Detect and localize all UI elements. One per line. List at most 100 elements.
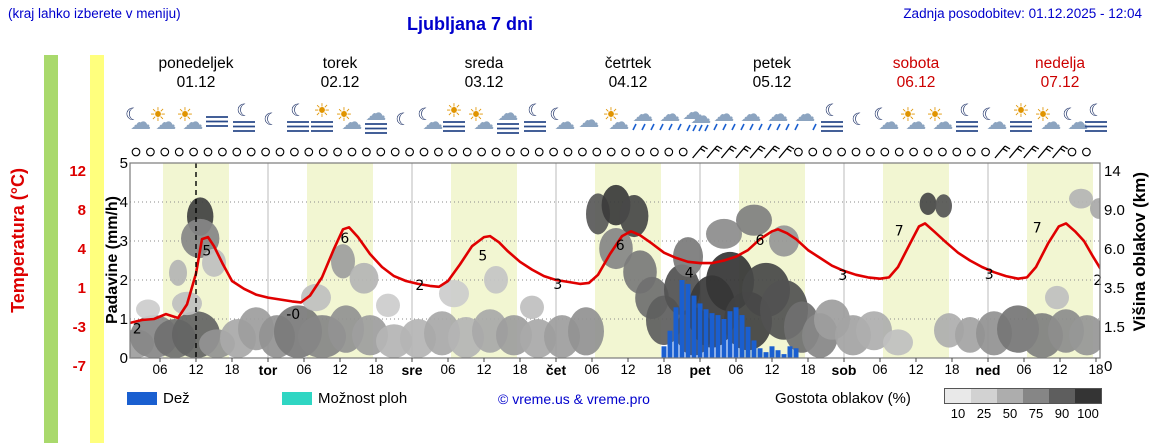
density-segment [971,389,997,403]
density-segment [1023,389,1049,403]
svg-text:3: 3 [985,267,994,283]
x-axis-hour-label: 12 [188,362,204,377]
cloud-height-tick: 3.5 [1104,280,1125,297]
svg-text:☾: ☾ [290,101,305,121]
x-axis-hour-label: 12 [1052,362,1068,377]
svg-text:7: 7 [1033,220,1042,236]
day-name: nedelja [1035,55,1085,72]
svg-text:☁: ☁ [156,110,177,134]
density-tick: 50 [1002,406,1018,421]
location-menu-hint: (kraj lahko izberete v meniju) [8,6,181,21]
density-segment [1049,389,1075,403]
wind-symbols-row [131,145,1091,159]
cloud-height-tick: 6.0 [1104,241,1125,258]
svg-text:☁: ☁ [498,101,519,125]
svg-text:☁: ☁ [342,110,363,134]
svg-text:4: 4 [685,266,694,282]
svg-text:☾: ☾ [873,105,888,125]
svg-text:6: 6 [340,231,349,247]
cloud-layers [130,184,1100,358]
svg-text:☾: ☾ [417,105,432,125]
x-axis-hour-label: 06 [152,362,168,377]
precip-tick: 4 [119,194,128,211]
x-axis-hour-label: 12 [764,362,780,377]
day-date: 03.12 [464,74,504,91]
svg-text:☁: ☁ [366,101,387,125]
day-name: ponedeljek [158,55,234,72]
svg-text:☁: ☁ [683,100,704,124]
temperature-curve [130,222,1100,325]
svg-text:☾: ☾ [824,101,839,121]
x-axis-hour-label: 18 [224,362,240,377]
svg-text:☀: ☀ [149,104,166,126]
svg-text:☾: ☾ [959,101,974,121]
precip-tick: 5 [119,155,128,172]
svg-text:☾: ☾ [1088,101,1103,121]
x-axis-hour-label: 06 [440,362,456,377]
x-axis-hour-label: 18 [368,362,384,377]
copyright-link[interactable]: © vreme.us & vreme.pro [498,391,650,407]
svg-text:☾: ☾ [263,110,278,130]
temperature-labels: 2 5 -0 6 2 5 3 6 4 6 3 7 3 7 2 [133,220,1103,337]
x-axis-hour-label: 18 [944,362,960,377]
x-axis-day-label: pet [689,362,711,378]
svg-text:☁: ☁ [660,102,681,126]
svg-text:☁: ☁ [423,110,444,134]
svg-text:7: 7 [895,223,904,239]
showers-legend-swatch [282,392,312,405]
cloud-height-tick: 14 [1104,163,1121,180]
precip-tick: 3 [119,233,128,250]
density-segment [1075,389,1101,403]
x-axis-day-label: čet [545,362,567,378]
density-tick: 90 [1054,406,1070,421]
x-axis-hour-label: 18 [656,362,672,377]
density-tick: 10 [950,406,966,421]
svg-text:2: 2 [1093,273,1102,289]
cloud-height-tick: 0 [1104,358,1113,375]
svg-text:☀: ☀ [602,104,619,126]
day-date: 06.12 [896,74,936,91]
temp-tick: 8 [77,202,86,219]
svg-text:☾: ☾ [236,101,251,121]
svg-text:☁: ☁ [714,102,735,126]
svg-text:3: 3 [553,277,562,293]
precipitation-bars [661,280,799,358]
x-axis-hour-label: 12 [620,362,636,377]
svg-text:☁: ☁ [474,110,495,134]
plot-frame [129,162,1101,362]
day-name: torek [322,55,358,72]
svg-text:☁: ☁ [1068,110,1089,134]
x-axis-hour-label: 12 [908,362,924,377]
cloud-density-legend-label: Gostota oblakov (%) [775,390,911,407]
svg-text:-0: -0 [286,307,300,323]
x-axis-day-label: sob [831,362,857,378]
svg-text:☁: ☁ [795,102,816,126]
density-segment [945,389,971,403]
x-axis-day-label: sre [401,362,423,378]
svg-text:5: 5 [478,249,487,265]
svg-text:☁: ☁ [768,102,789,126]
x-axis-hour-label: 18 [800,362,816,377]
day-date: 07.12 [1040,74,1080,91]
x-axis-day-label: ned [975,362,1001,378]
density-tick: 25 [976,406,992,421]
cloud-height-tick: 1.5 [1104,319,1125,336]
svg-text:☾: ☾ [851,110,866,130]
svg-text:☁: ☁ [579,108,600,132]
svg-text:☾: ☾ [125,105,140,125]
svg-text:☀: ☀ [1034,104,1051,126]
svg-text:☾: ☾ [549,105,564,125]
svg-text:☁: ☁ [933,110,954,134]
temperature-axis-strip [44,55,58,443]
precip-axis-strip [90,55,104,443]
svg-text:☀: ☀ [899,104,916,126]
x-axis-hour-label: 06 [1016,362,1032,377]
svg-text:5: 5 [202,243,211,259]
day-date: 02.12 [320,74,360,91]
day-date: 04.12 [608,74,648,91]
density-segment [997,389,1023,403]
density-tick: 75 [1028,406,1044,421]
temp-tick: 12 [69,163,86,180]
x-axis-hour-label: 06 [296,362,312,377]
